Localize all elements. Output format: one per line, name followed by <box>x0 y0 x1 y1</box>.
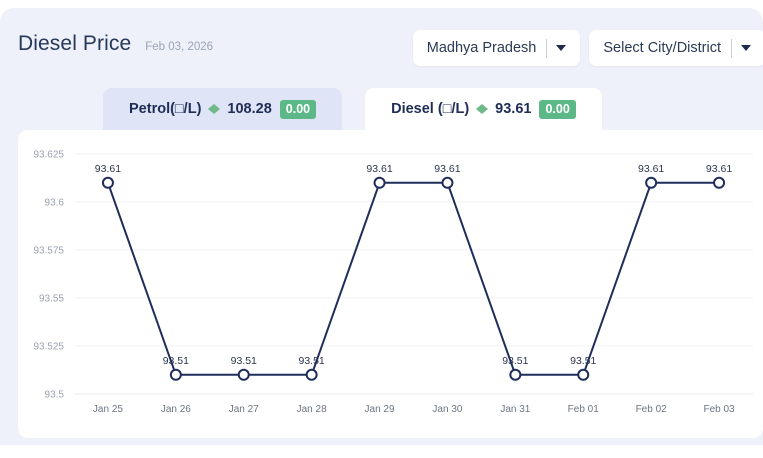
y-axis-tick-label: 93.55 <box>39 294 64 305</box>
data-point-marker[interactable] <box>509 368 522 381</box>
y-axis-tick-label: 93.625 <box>33 150 64 161</box>
left-right-arrows-icon <box>208 104 221 114</box>
title-group: Diesel Price Feb 03, 2026 <box>0 32 213 56</box>
data-point-label: 93.61 <box>366 163 392 175</box>
data-point-label: 93.51 <box>502 355 528 367</box>
y-axis-tick-label: 93.6 <box>45 198 65 209</box>
select-divider <box>731 38 732 58</box>
fuel-tabs: Petrol(□/L) 108.28 0.00 Diesel (□/L) 93.… <box>103 88 602 130</box>
chevron-down-icon[interactable] <box>741 45 751 51</box>
page-header: Diesel Price Feb 03, 2026 Madhya Pradesh… <box>0 8 763 80</box>
data-point-marker[interactable] <box>237 368 250 381</box>
data-point-label: 93.61 <box>706 163 732 175</box>
city-select[interactable]: Select City/District <box>589 30 763 66</box>
data-point-marker[interactable] <box>101 176 114 189</box>
data-point-marker[interactable] <box>373 176 386 189</box>
y-axis-tick-label: 93.5 <box>45 390 65 401</box>
state-select[interactable]: Madhya Pradesh <box>412 30 581 66</box>
tab-diesel[interactable]: Diesel (□/L) 93.61 0.00 <box>365 88 602 130</box>
data-point-marker[interactable] <box>645 176 658 189</box>
data-point-label: 93.61 <box>638 163 664 175</box>
data-point-marker[interactable] <box>441 176 454 189</box>
state-select-value: Madhya Pradesh <box>426 40 537 56</box>
data-point-label: 93.61 <box>434 163 460 175</box>
x-axis-tick-label: Jan 28 <box>297 404 327 415</box>
chevron-down-icon[interactable] <box>556 45 567 51</box>
y-axis-tick-label: 93.575 <box>33 246 64 257</box>
tab-diesel-change-badge: 0.00 <box>539 99 576 119</box>
tab-petrol-label: Petrol(□/L) <box>129 101 202 117</box>
x-axis-tick-label: Jan 27 <box>229 404 259 415</box>
data-point-label: 93.51 <box>570 355 596 367</box>
data-point-marker[interactable] <box>713 176 726 189</box>
data-point-label: 93.51 <box>299 355 325 367</box>
x-axis-tick-label: Jan 31 <box>500 404 530 415</box>
data-point-marker[interactable] <box>577 368 590 381</box>
x-axis-tick-label: Feb 02 <box>636 404 668 415</box>
data-point-label: 93.51 <box>163 355 189 367</box>
tab-petrol-price: 108.28 <box>227 101 272 117</box>
page-title: Diesel Price <box>18 32 132 55</box>
x-axis-tick-label: Jan 29 <box>365 404 395 415</box>
x-axis-tick-label: Jan 25 <box>93 404 123 415</box>
tab-petrol[interactable]: Petrol(□/L) 108.28 0.00 <box>103 88 343 130</box>
chart-panel: 93.625 93.6 93.575 93.55 93.525 93.5 93.61 93.5… <box>18 130 763 438</box>
left-right-arrows-icon <box>476 104 489 114</box>
page-date: Feb 03, 2026 <box>145 41 214 53</box>
data-point-label: 93.51 <box>231 355 257 367</box>
tab-diesel-label: Diesel (□/L) <box>391 101 470 117</box>
city-select-value: Select City/District <box>603 40 721 56</box>
data-point-label: 93.61 <box>95 163 121 175</box>
x-axis-tick-label: Feb 01 <box>568 404 600 415</box>
data-point-marker[interactable] <box>169 368 182 381</box>
header-controls: Madhya Pradesh Select City/District <box>412 30 763 66</box>
y-axis-tick-label: 93.525 <box>33 342 64 353</box>
tab-diesel-price: 93.61 <box>495 101 532 117</box>
select-divider <box>546 38 548 58</box>
data-point-marker[interactable] <box>305 368 318 381</box>
x-axis-tick-label: Jan 30 <box>432 404 462 415</box>
series-line-diesel <box>107 181 720 376</box>
x-axis-tick-label: Feb 03 <box>703 404 735 415</box>
diesel-price-line-chart: 93.625 93.6 93.575 93.55 93.525 93.5 93.61 93.5… <box>33 150 753 415</box>
tab-petrol-change-badge: 0.00 <box>279 99 317 119</box>
x-axis-tick-label: Jan 26 <box>161 404 191 415</box>
